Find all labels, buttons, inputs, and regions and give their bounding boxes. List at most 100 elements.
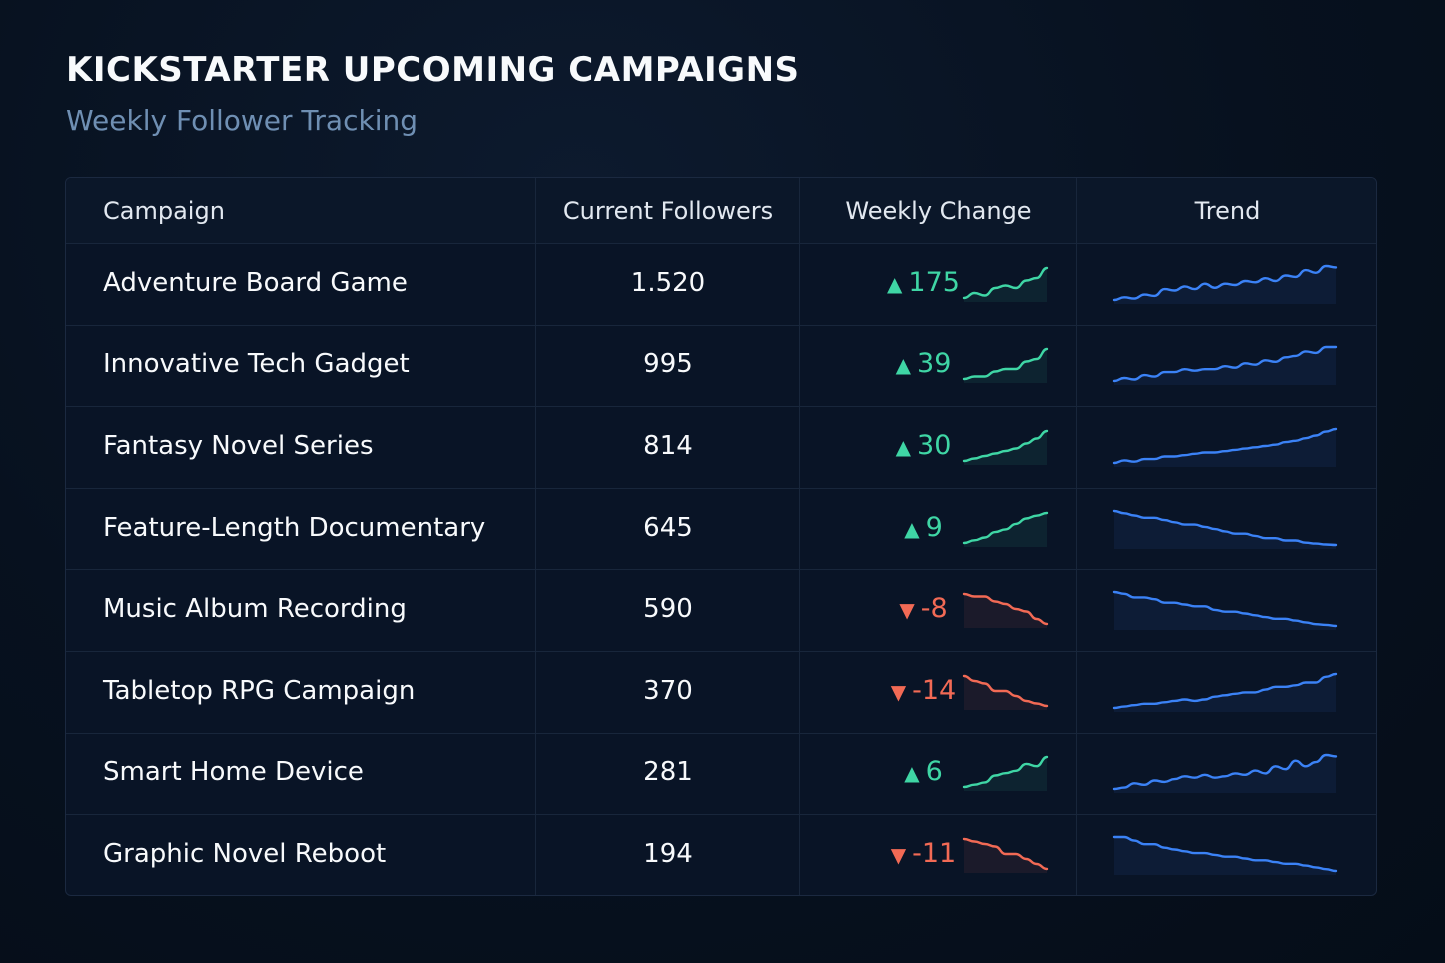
- weekly-sparkline: [962, 511, 1049, 547]
- page-title: KICKSTARTER UPCOMING CAMPAIGNS: [66, 50, 800, 90]
- weekly-sparkline-line: [962, 266, 1049, 299]
- weekly-sparkline-area: [964, 594, 1047, 629]
- current-followers-value: 281: [643, 757, 693, 788]
- weekly-sparkline: [962, 837, 1049, 873]
- current-followers-value: 194: [643, 838, 693, 869]
- column-divider: [799, 178, 800, 895]
- trend-sparkline: [1112, 509, 1338, 549]
- trend-sparkline-area: [1114, 755, 1336, 794]
- weekly-sparkline-line: [962, 592, 1049, 626]
- trend-sparkline: [1112, 590, 1338, 631]
- campaign-name: Fantasy Novel Series: [103, 430, 374, 461]
- trend-sparkline-line: [1112, 590, 1338, 628]
- triangle-down-icon: ▼: [899, 598, 915, 623]
- trend-sparkline-line: [1112, 835, 1338, 873]
- weekly-change-value: -8: [920, 593, 948, 625]
- trend-sparkline-area: [1114, 836, 1336, 875]
- column-header-weekly-change[interactable]: Weekly Change: [845, 197, 1032, 225]
- triangle-up-icon: ▲: [887, 271, 903, 296]
- campaign-name: Tabletop RPG Campaign: [103, 675, 416, 706]
- weekly-sparkline-line: [962, 348, 1049, 381]
- trend-sparkline-line: [1112, 346, 1338, 383]
- weekly-change: ▲ 9: [846, 512, 1001, 543]
- table-header-row: Campaign Current Followers Weekly Change…: [66, 178, 1376, 244]
- campaign-table: Campaign Current Followers Weekly Change…: [65, 177, 1377, 896]
- campaign-name: Music Album Recording: [103, 594, 407, 625]
- trend-sparkline-line: [1112, 754, 1338, 791]
- triangle-up-icon: ▲: [895, 353, 912, 378]
- weekly-sparkline-area: [964, 430, 1047, 465]
- trend-sparkline-area: [1114, 265, 1336, 304]
- triangle-up-icon: ▲: [904, 516, 920, 541]
- column-header-campaign[interactable]: Campaign: [103, 197, 225, 225]
- weekly-sparkline: [962, 429, 1049, 465]
- campaign-name: Adventure Board Game: [103, 267, 408, 298]
- weekly-sparkline: [962, 348, 1049, 384]
- trend-sparkline: [1112, 672, 1338, 712]
- page-subtitle: Weekly Follower Tracking: [66, 104, 418, 137]
- trend-sparkline-line: [1112, 264, 1338, 301]
- trend-sparkline-area: [1114, 592, 1336, 631]
- weekly-sparkline-line: [962, 674, 1049, 707]
- table-row[interactable]: Fantasy Novel Series 814 ▲ 30: [66, 407, 1376, 489]
- weekly-change-value: 39: [917, 348, 952, 380]
- weekly-sparkline-area: [964, 267, 1047, 302]
- column-divider: [535, 178, 536, 895]
- weekly-change-value: -11: [912, 837, 957, 869]
- column-divider: [1076, 178, 1077, 895]
- current-followers-value: 590: [643, 594, 693, 625]
- weekly-sparkline: [962, 756, 1049, 792]
- weekly-change: ▲ 30: [846, 430, 1001, 461]
- table-row[interactable]: Feature-Length Documentary 645 ▲ 9: [66, 489, 1376, 571]
- column-header-current-followers[interactable]: Current Followers: [562, 197, 774, 225]
- trend-sparkline-area: [1114, 428, 1336, 467]
- trend-sparkline-line: [1112, 427, 1338, 465]
- table-row[interactable]: Innovative Tech Gadget 995 ▲ 39: [66, 326, 1376, 408]
- campaign-name: Feature-Length Documentary: [103, 512, 486, 543]
- column-header-trend[interactable]: Trend: [1194, 197, 1261, 225]
- weekly-change: ▲ 39: [846, 348, 1001, 379]
- weekly-sparkline-line: [962, 756, 1049, 789]
- triangle-down-icon: ▼: [890, 842, 907, 867]
- weekly-change-value: 9: [925, 511, 943, 543]
- current-followers-value: 814: [643, 430, 693, 461]
- weekly-change-value: 175: [908, 266, 960, 298]
- weekly-sparkline: [962, 592, 1049, 629]
- trend-sparkline: [1112, 835, 1338, 875]
- weekly-sparkline-area: [964, 838, 1047, 873]
- trend-sparkline: [1112, 264, 1338, 304]
- triangle-up-icon: ▲: [895, 434, 912, 459]
- campaign-name: Graphic Novel Reboot: [103, 838, 387, 869]
- trend-sparkline: [1112, 754, 1338, 794]
- current-followers-value: 645: [643, 512, 693, 543]
- weekly-change: ▼ -14: [846, 675, 1001, 706]
- table-row[interactable]: Tabletop RPG Campaign 370 ▼ -14: [66, 652, 1376, 734]
- weekly-sparkline-area: [964, 349, 1047, 384]
- triangle-down-icon: ▼: [890, 679, 907, 704]
- weekly-sparkline: [962, 266, 1049, 302]
- table-row[interactable]: Smart Home Device 281 ▲ 6: [66, 734, 1376, 816]
- weekly-change-value: 6: [925, 756, 943, 788]
- trend-sparkline-line: [1112, 509, 1338, 546]
- current-followers-value: 995: [643, 349, 693, 380]
- weekly-change: ▲ 175: [846, 267, 1001, 298]
- table-row[interactable]: Adventure Board Game 1.520 ▲ 175: [66, 244, 1376, 326]
- current-followers-value: 370: [643, 675, 693, 706]
- trend-sparkline: [1112, 427, 1338, 467]
- weekly-change: ▼ -11: [846, 838, 1001, 869]
- weekly-sparkline-line: [962, 511, 1049, 544]
- trend-sparkline-area: [1114, 347, 1336, 386]
- weekly-sparkline: [962, 674, 1049, 710]
- trend-sparkline-area: [1114, 673, 1336, 712]
- campaign-name: Innovative Tech Gadget: [103, 349, 410, 380]
- weekly-change-value: 30: [917, 429, 952, 461]
- weekly-change: ▼ -8: [846, 593, 1001, 624]
- table-row[interactable]: Graphic Novel Reboot 194 ▼ -11: [66, 815, 1376, 895]
- trend-sparkline-line: [1112, 672, 1338, 709]
- campaign-name: Smart Home Device: [103, 757, 364, 788]
- weekly-sparkline-line: [962, 429, 1049, 463]
- weekly-sparkline-line: [962, 837, 1049, 871]
- table-row[interactable]: Music Album Recording 590 ▼ -8: [66, 570, 1376, 652]
- trend-sparkline: [1112, 346, 1338, 386]
- current-followers-value: 1.520: [630, 267, 706, 298]
